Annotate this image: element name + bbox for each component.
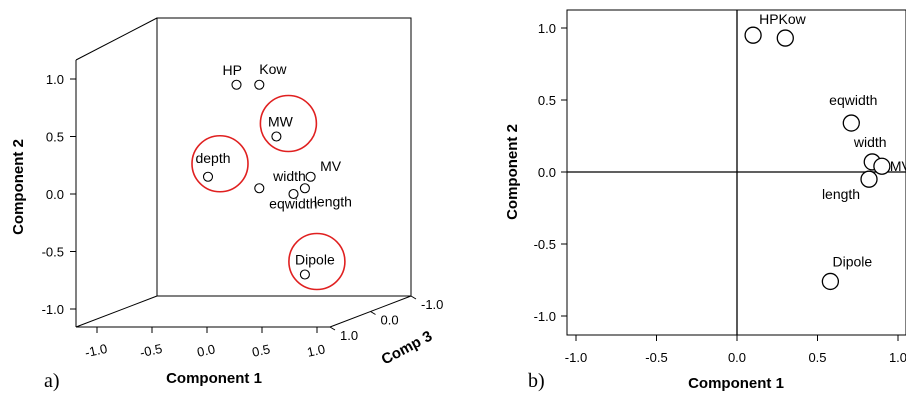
panel-b-scatter: 1.0 0.5 0.0 -0.5 -1.0 -1.0 -0.5 0.0 0.5 1.0 Comp… — [504, 9, 906, 392]
a-point-marker — [254, 79, 265, 90]
a-x-tick-label: -0.5 — [139, 341, 164, 360]
b-point-mv — [873, 157, 891, 175]
b-point-kow — [776, 29, 794, 47]
b-point-labels: HPKow eqwidth widthMV length Dipole — [759, 11, 906, 269]
a-point-label: MV — [320, 158, 342, 174]
a-point-label: Dipole — [295, 252, 335, 268]
b-point-hp — [744, 26, 762, 44]
a-y-tick-label: -1.0 — [42, 302, 64, 317]
b-x-tick-label: 0.0 — [728, 350, 746, 365]
a-point-marker — [271, 131, 282, 142]
b-point-label-eqwidth: eqwidth — [829, 92, 877, 108]
b-ylabel: Component 2 — [504, 124, 521, 220]
a-highlight-ring — [259, 94, 318, 153]
a-point-label: eqwidth — [269, 195, 317, 211]
a-y-tick-label: 0.0 — [46, 187, 64, 202]
a-y-axis-ticks: -1.0 -0.5 0.0 0.5 1.0 — [42, 72, 76, 317]
b-x-tick-label: 1.0 — [889, 350, 906, 365]
b-y-tick-label: 0.5 — [538, 93, 556, 108]
a-z-tick-mark — [329, 326, 336, 331]
a-xlabel: Component 1 — [166, 370, 262, 387]
a-point-marker — [288, 188, 299, 200]
a-point-label: Kow — [259, 61, 287, 77]
a-point-label: HP — [223, 62, 242, 78]
a-highlight-ring — [191, 134, 249, 193]
panel-a-3d-scatter: -1.0 -0.5 0.0 0.5 1.0 -1.0 -0.5 0.0 0.5 1.0 1.0 0… — [10, 17, 443, 392]
a-x-tick-label: 0.5 — [251, 341, 272, 359]
a-point-marker — [202, 171, 214, 182]
b-y-tick-label: -0.5 — [534, 237, 556, 252]
b-y-tick-label: -1.0 — [534, 309, 556, 324]
a-x-tick-label: 0.0 — [196, 341, 217, 359]
a-y-tick-label: 1.0 — [46, 72, 64, 87]
b-point-label-width: width — [853, 134, 887, 150]
a-z-tick-label: -1.0 — [421, 297, 443, 312]
b-points — [744, 26, 891, 291]
a-point-marker — [299, 269, 310, 280]
a-point-mw: MW — [259, 94, 318, 153]
a-z-axis-ticks: 1.0 0.0 -1.0 — [329, 295, 443, 343]
a-highlight-ring — [288, 232, 346, 291]
a-point-label: length — [314, 193, 352, 209]
b-x-tick-label: 0.5 — [808, 350, 826, 365]
b-xlabel: Component 1 — [688, 375, 784, 392]
a-point-eqwidth: eqwidth — [254, 183, 317, 211]
b-point-label-dipole: Dipole — [833, 253, 873, 269]
b-y-tick-label: 1.0 — [538, 21, 556, 36]
a-point-marker — [254, 183, 265, 194]
a-z-tick-label: 1.0 — [340, 328, 358, 343]
a-point-dipole: Dipole — [288, 232, 346, 291]
a-x-axis-ticks: -1.0 -0.5 0.0 0.5 1.0 — [84, 327, 327, 360]
b-y-axis-ticks: 1.0 0.5 0.0 -0.5 -1.0 — [534, 21, 567, 324]
box-top-edge — [75, 17, 158, 61]
a-point-mv: MV — [305, 158, 342, 182]
panel-a-label: a) — [44, 370, 60, 392]
a-z-tick-label: 0.0 — [381, 313, 399, 328]
a-point-label: width — [272, 168, 306, 184]
a-ylabel: Component 2 — [10, 139, 27, 235]
b-x-tick-label: -0.5 — [645, 350, 667, 365]
a-z-tick-mark — [370, 311, 376, 315]
panel-b-label: b) — [528, 370, 545, 392]
a-point-length: length — [299, 183, 352, 209]
a-y-tick-label: -0.5 — [42, 245, 64, 260]
a-point-marker — [305, 171, 316, 182]
a-point-depth: depth — [191, 134, 249, 193]
a-z-tick-mark — [410, 295, 417, 300]
b-x-axis-ticks: -1.0 -0.5 0.0 0.5 1.0 — [565, 335, 906, 365]
a-y-tick-label: 0.5 — [46, 130, 64, 145]
b-y-tick-label: 0.0 — [538, 165, 556, 180]
b-point-label-mv: MV — [890, 158, 906, 174]
a-point-hp: HP — [223, 62, 242, 90]
a-zlabel: Comp 3 — [379, 328, 436, 369]
b-point-label-length: length — [822, 186, 860, 202]
a-point-label: depth — [195, 150, 230, 166]
a-point-width: width — [272, 168, 306, 200]
a-point-marker — [299, 183, 310, 194]
b-point-length — [860, 170, 878, 188]
a-x-tick-label: 1.0 — [306, 341, 327, 359]
a-point-label: MW — [268, 114, 294, 130]
a-x-tick-label: -1.0 — [84, 341, 109, 360]
b-x-tick-label: -1.0 — [565, 350, 587, 365]
b-point-dipole — [821, 272, 840, 291]
box-floor-left-edge — [75, 295, 158, 328]
a-point-kow: Kow — [254, 61, 287, 90]
a-point-marker — [231, 79, 242, 90]
b-point-eqwidth — [842, 114, 860, 132]
b-point-label-hpkow: HPKow — [759, 11, 807, 27]
